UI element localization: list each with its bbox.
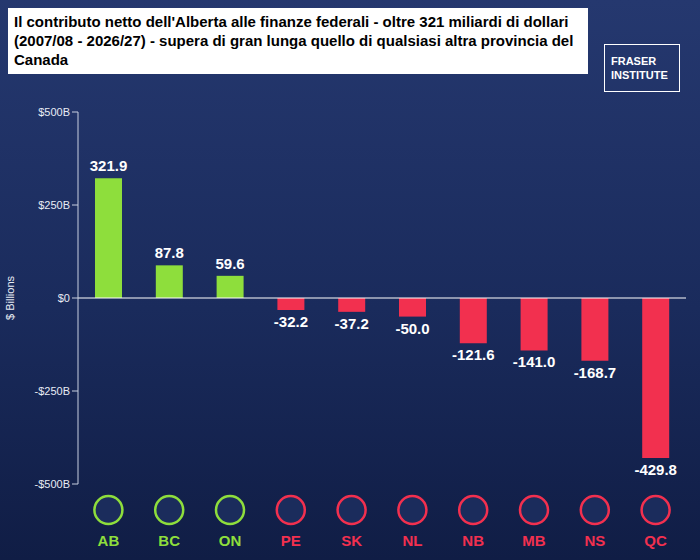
svg-text:NL: NL xyxy=(402,532,422,549)
svg-text:59.6: 59.6 xyxy=(215,255,244,272)
svg-text:NB: NB xyxy=(462,532,484,549)
svg-text:ON: ON xyxy=(219,532,242,549)
svg-text:QC: QC xyxy=(644,532,667,549)
svg-text:-37.2: -37.2 xyxy=(335,315,369,332)
svg-text:-$250B: -$250B xyxy=(35,385,70,397)
svg-text:MB: MB xyxy=(522,532,545,549)
svg-text:-$500B: -$500B xyxy=(35,478,70,490)
svg-text:87.8: 87.8 xyxy=(155,244,184,261)
svg-text:SK: SK xyxy=(341,532,362,549)
svg-text:-168.7: -168.7 xyxy=(574,364,617,381)
html-text:FRASER: FRASER xyxy=(611,54,657,67)
html-text:INSTITUTE: INSTITUTE xyxy=(611,69,668,81)
svg-text:BC: BC xyxy=(158,532,180,549)
svg-text:-141.0: -141.0 xyxy=(513,353,556,370)
svg-text:$0: $0 xyxy=(58,292,70,304)
svg-text:-32.2: -32.2 xyxy=(274,313,308,330)
svg-text:$500B: $500B xyxy=(38,106,70,118)
svg-text:321.9: 321.9 xyxy=(90,157,128,174)
svg-text:-121.6: -121.6 xyxy=(452,346,495,363)
svg-text:NS: NS xyxy=(584,532,605,549)
svg-text:$ Billions: $ Billions xyxy=(4,275,16,320)
svg-text:-429.8: -429.8 xyxy=(634,461,677,478)
svg-text:AB: AB xyxy=(98,532,120,549)
svg-text:-50.0: -50.0 xyxy=(395,320,429,337)
svg-text:PE: PE xyxy=(281,532,301,549)
svg-text:$250B: $250B xyxy=(38,199,70,211)
html-text:Il contributo netto dell'Alber: Il contributo netto dell'Alberta alle fi… xyxy=(14,13,574,69)
